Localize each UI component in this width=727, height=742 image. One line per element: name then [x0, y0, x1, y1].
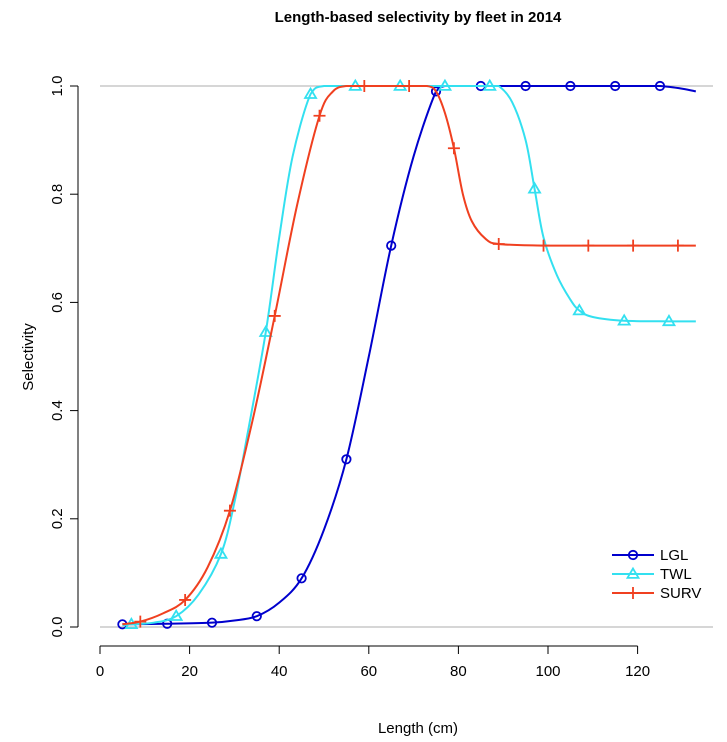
data-point-surv	[492, 237, 505, 250]
x-tick-label: 120	[625, 663, 650, 680]
y-tick-label: 0.8	[49, 184, 66, 205]
legend-label: SURV	[660, 585, 701, 602]
series-line-twl	[122, 85, 696, 627]
y-tick-label: 0.0	[49, 617, 66, 638]
series-lgl	[117, 80, 697, 630]
legend-label: TWL	[660, 566, 692, 583]
legend-item-twl: TWL	[612, 566, 692, 583]
data-point-lgl	[565, 80, 576, 92]
data-point-lgl	[654, 80, 666, 92]
y-tick-label: 0.4	[49, 400, 66, 421]
x-tick-label: 40	[271, 663, 288, 680]
data-point-lgl	[296, 573, 307, 584]
legend-item-lgl: LGL	[612, 547, 688, 564]
legend-marker	[625, 566, 641, 579]
legend-label: LGL	[660, 547, 688, 564]
data-point-lgl	[430, 86, 442, 97]
data-point-surv	[582, 239, 595, 252]
x-tick-label: 20	[181, 663, 198, 680]
legend: LGL TWL SURV	[612, 547, 701, 602]
y-axis-label: Selectivity	[20, 323, 37, 391]
data-point-lgl	[610, 80, 621, 92]
data-point-surv	[447, 142, 460, 155]
x-axis-label: Length (cm)	[378, 720, 458, 737]
data-point-twl	[572, 303, 587, 316]
series-surv	[122, 80, 696, 628]
legend-marker	[627, 587, 639, 599]
legend-item-surv: SURV	[612, 585, 701, 602]
x-tick-label: 60	[360, 663, 377, 680]
data-point-surv	[268, 309, 281, 322]
data-point-lgl	[341, 454, 352, 465]
data-point-surv	[313, 109, 326, 122]
data-point-twl	[437, 78, 453, 91]
data-point-surv	[671, 239, 684, 252]
x-tick-label: 100	[535, 663, 560, 680]
data-point-surv	[223, 504, 236, 517]
data-point-surv	[403, 80, 416, 92]
data-point-lgl	[251, 611, 262, 622]
data-point-twl	[258, 324, 273, 337]
series-twl	[122, 78, 696, 630]
data-point-lgl	[520, 80, 531, 92]
chart-title: Length-based selectivity by fleet in 201…	[275, 9, 562, 26]
series-line-surv	[122, 85, 696, 626]
data-point-twl	[661, 314, 677, 327]
data-point-surv	[179, 593, 192, 606]
data-point-twl	[617, 313, 632, 326]
data-point-surv	[627, 239, 640, 252]
data-point-lgl	[206, 617, 218, 628]
data-point-twl	[303, 86, 318, 99]
reference-lines	[100, 85, 713, 628]
data-point-lgl	[386, 240, 397, 251]
x-tick-label: 80	[450, 663, 467, 680]
series-line-lgl	[122, 85, 697, 626]
axes: 0 20 40 60 80 100 120 0.0 0.2 0.4 0.6 0.8 1.0	[49, 76, 650, 680]
data-point-twl	[482, 78, 497, 91]
data-point-twl	[527, 181, 542, 194]
data-point-surv	[537, 239, 550, 252]
data-point-surv	[134, 615, 147, 628]
y-tick-label: 1.0	[49, 76, 66, 97]
series-layer	[117, 78, 697, 630]
y-tick-label: 0.6	[49, 292, 66, 313]
data-point-twl	[169, 608, 184, 621]
legend-marker	[627, 549, 639, 561]
x-tick-label: 0	[96, 663, 104, 680]
data-point-twl	[213, 546, 229, 559]
data-point-surv	[358, 80, 371, 92]
y-tick-label: 0.2	[49, 508, 66, 529]
